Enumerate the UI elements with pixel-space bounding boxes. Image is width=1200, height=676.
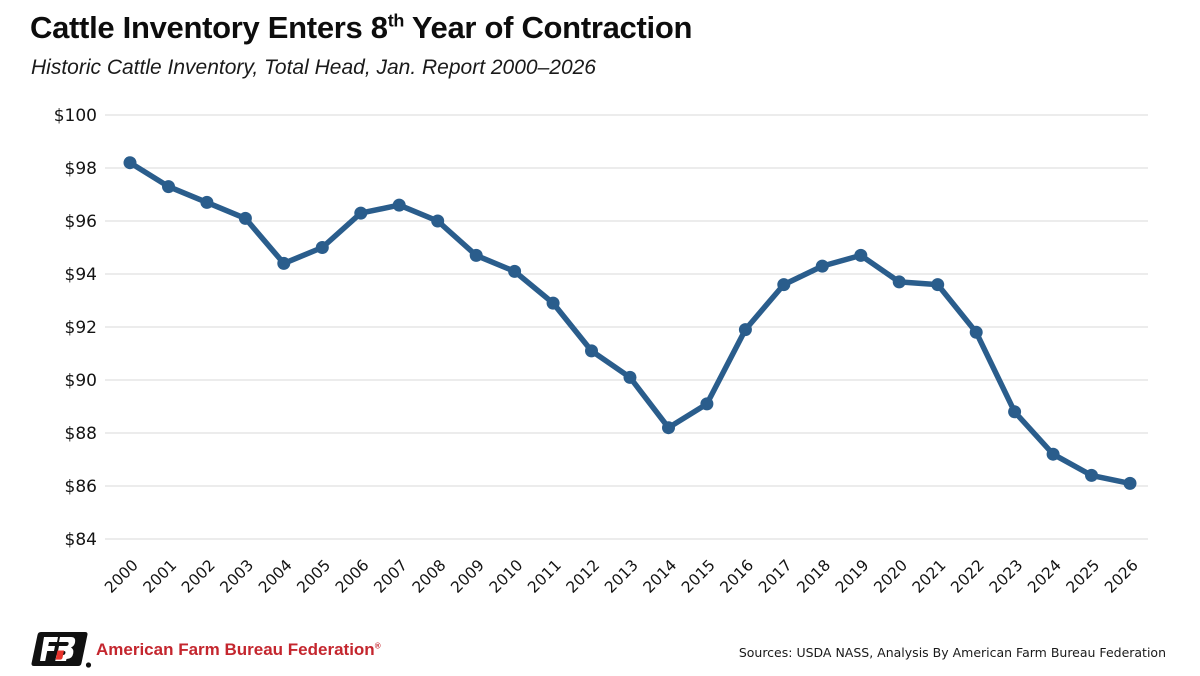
x-tick-label: 2009	[447, 556, 488, 597]
afbf-fb-logo-icon	[31, 632, 92, 668]
data-point	[1046, 447, 1060, 461]
x-tick-label: 2012	[563, 556, 604, 597]
y-tick-label: $88	[65, 424, 97, 444]
x-tick-label: 2004	[255, 556, 296, 597]
chart-title-text: Cattle Inventory Enters 8	[30, 10, 388, 45]
data-point	[315, 241, 329, 254]
data-point	[854, 248, 868, 262]
data-point	[777, 278, 791, 292]
y-tick-label: $98	[65, 159, 97, 179]
data-point	[546, 296, 560, 310]
y-tick-label: $92	[65, 318, 97, 338]
data-point	[662, 421, 675, 435]
y-tick-label: $90	[65, 371, 97, 391]
chart-title-suffix: Year of Contraction	[404, 10, 693, 45]
data-point	[1085, 468, 1098, 482]
chart-subtitle: Historic Cattle Inventory, Total Head, J…	[31, 56, 596, 79]
data-point	[700, 397, 714, 411]
x-tick-label: 2016	[717, 556, 758, 597]
data-point	[238, 211, 252, 225]
chart-title: Cattle Inventory Enters 8th Year of Cont…	[30, 10, 692, 46]
x-tick-label: 2000	[101, 556, 142, 597]
brand-wordmark: American Farm Bureau Federation®	[96, 640, 381, 660]
x-tick-label: 2003	[217, 556, 258, 597]
data-point	[931, 278, 945, 292]
registered-mark: ®	[374, 641, 381, 651]
x-tick-label: 2005	[294, 556, 335, 597]
x-tick-label: 2002	[178, 556, 219, 597]
x-tick-label: 2023	[986, 556, 1027, 597]
gridlines	[105, 114, 1148, 540]
x-tick-label: 2024	[1024, 556, 1065, 597]
x-tick-label: 2011	[524, 556, 565, 597]
line-chart: $100$98$96$94$92$90$88$86$84 20002001200…	[54, 106, 1148, 597]
data-point	[623, 370, 637, 384]
x-tick-label: 2008	[409, 556, 450, 597]
y-tick-label: $84	[65, 530, 97, 550]
data-point	[738, 323, 752, 337]
x-tick-label: 2025	[1063, 556, 1104, 597]
x-axis-tick-labels: 2000200120022003200420052006200720082009…	[101, 556, 1142, 597]
data-point	[162, 180, 175, 194]
sources-attribution: Sources: USDA NASS, Analysis By American…	[738, 645, 1166, 660]
data-point	[508, 264, 522, 278]
series-line	[127, 159, 1133, 487]
x-tick-label: 2014	[640, 556, 681, 597]
x-tick-label: 2013	[601, 556, 642, 597]
data-point	[815, 259, 829, 273]
x-tick-label: 2021	[909, 556, 950, 597]
data-point	[1123, 476, 1137, 490]
y-tick-label: $96	[65, 212, 97, 232]
x-tick-label: 2017	[755, 556, 796, 597]
x-tick-label: 2022	[947, 556, 988, 597]
data-point	[969, 325, 983, 339]
x-tick-label: 2006	[332, 556, 373, 597]
data-point	[354, 206, 368, 220]
x-tick-label: 2018	[794, 556, 835, 597]
chart-title-superscript: th	[387, 10, 405, 31]
data-point	[585, 344, 598, 358]
x-tick-label: 2007	[370, 556, 411, 597]
data-point	[431, 214, 445, 228]
y-axis-tick-labels: $100 $98 $96 $94 $92 $90 $88 $86 $84	[54, 106, 97, 550]
data-point	[200, 195, 214, 209]
y-tick-label: $100	[54, 106, 97, 126]
y-tick-label: $86	[65, 477, 97, 497]
x-tick-label: 2026	[1101, 556, 1142, 597]
x-tick-label: 2020	[870, 556, 911, 597]
data-point	[1008, 405, 1022, 419]
x-tick-label: 2015	[678, 556, 719, 597]
data-point-markers	[123, 156, 1137, 490]
x-tick-label: 2019	[832, 556, 873, 597]
x-tick-label: 2010	[486, 556, 527, 597]
data-point	[277, 256, 291, 270]
data-point	[892, 275, 906, 289]
brand-text: American Farm Bureau Federation	[96, 640, 375, 659]
x-tick-label: 2001	[140, 556, 181, 597]
data-point	[123, 156, 137, 170]
y-tick-label: $94	[65, 265, 97, 285]
data-point	[392, 198, 406, 212]
data-point	[469, 248, 483, 262]
